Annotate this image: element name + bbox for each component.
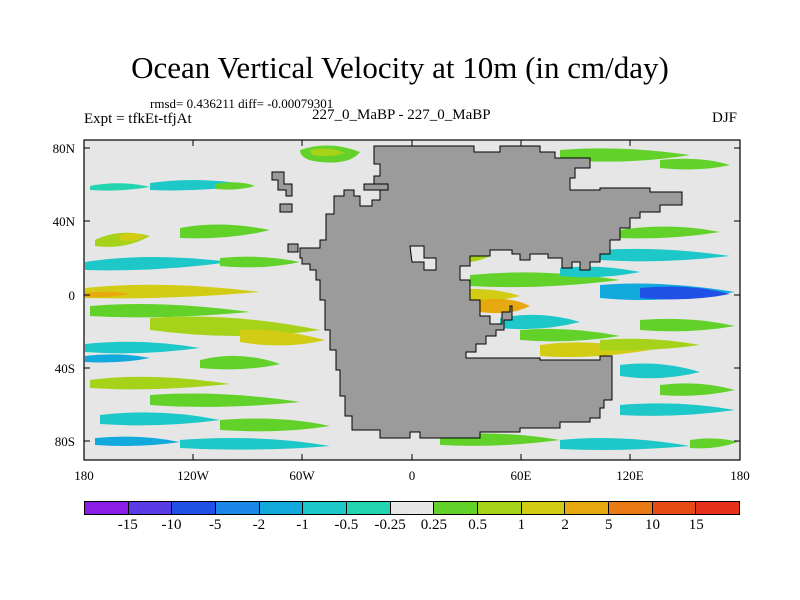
colorbar-box — [652, 502, 697, 514]
island — [271, 171, 293, 197]
plot-title: Ocean Vertical Velocity at 10m (in cm/da… — [131, 50, 669, 85]
colorbar-label: 15 — [688, 517, 704, 533]
colorbar-label: -15 — [117, 517, 138, 533]
lon-tick-label: 180 — [730, 468, 750, 483]
colorbar-box — [565, 502, 610, 514]
lon-tick-label: 60E — [511, 468, 532, 483]
lat-tick-label: 40S — [55, 361, 75, 376]
colorbar-box — [609, 502, 653, 514]
colorbar-box — [347, 502, 391, 514]
colorbar-label: -1 — [296, 517, 309, 533]
contour-fields — [85, 145, 738, 450]
lon-tick-label: 120W — [177, 468, 210, 483]
lat-tick-label: 0 — [69, 288, 76, 303]
colorbar-label: -0.25 — [374, 517, 406, 533]
island — [287, 243, 299, 253]
lat-ticks: 80N 40N 0 40S 80S — [53, 141, 740, 449]
colorbar-box — [696, 502, 740, 514]
case-label: 227_0_MaBP - 227_0_MaBP — [312, 107, 491, 123]
colorbar-box — [172, 502, 217, 514]
colorbar-box — [434, 502, 479, 514]
inland-water — [409, 245, 437, 271]
colorbar-label: 10 — [645, 517, 661, 533]
map-area — [83, 139, 741, 461]
colorbar-box — [128, 502, 173, 514]
lon-ticks: 180 120W 60W 0 60E 120E 180 — [74, 140, 750, 483]
land-mask — [299, 145, 683, 439]
colorbar-box — [216, 502, 260, 514]
colorbar-box — [85, 502, 129, 514]
colorbar-box — [390, 502, 435, 514]
colorbar-label: -10 — [161, 517, 182, 533]
colorbar-label: 1 — [517, 517, 526, 533]
colorbar-label: 0.25 — [420, 517, 447, 533]
lon-tick-label: 120E — [616, 468, 644, 483]
colorbar-label: -2 — [252, 517, 266, 533]
colorbar-label: 5 — [605, 517, 613, 533]
colorbar-label: 0.5 — [468, 517, 487, 533]
lat-tick-label: 80N — [53, 141, 76, 156]
lon-tick-label: 60W — [289, 468, 315, 483]
lat-tick-label: 80S — [55, 434, 75, 449]
colorbar-box — [303, 502, 348, 514]
island — [279, 203, 293, 213]
stats-line: rmsd= 0.436211 diff= -0.00079301 — [150, 96, 334, 111]
colorbar-label: -0.5 — [334, 517, 359, 533]
island — [363, 183, 389, 191]
colorbar-box — [521, 502, 566, 514]
experiment-label: Expt = tfkEt-tfjAt — [84, 111, 192, 127]
colorbar-box — [259, 502, 304, 514]
colorbar-box — [478, 502, 522, 514]
colorbar-label: 2 — [561, 517, 569, 533]
season-label: DJF — [712, 110, 738, 126]
colorbar — [84, 501, 740, 515]
lon-tick-label: 180 — [74, 468, 94, 483]
colorbar-label: -5 — [208, 517, 222, 533]
lon-tick-label: 0 — [409, 468, 416, 483]
lat-tick-label: 40N — [53, 214, 76, 229]
